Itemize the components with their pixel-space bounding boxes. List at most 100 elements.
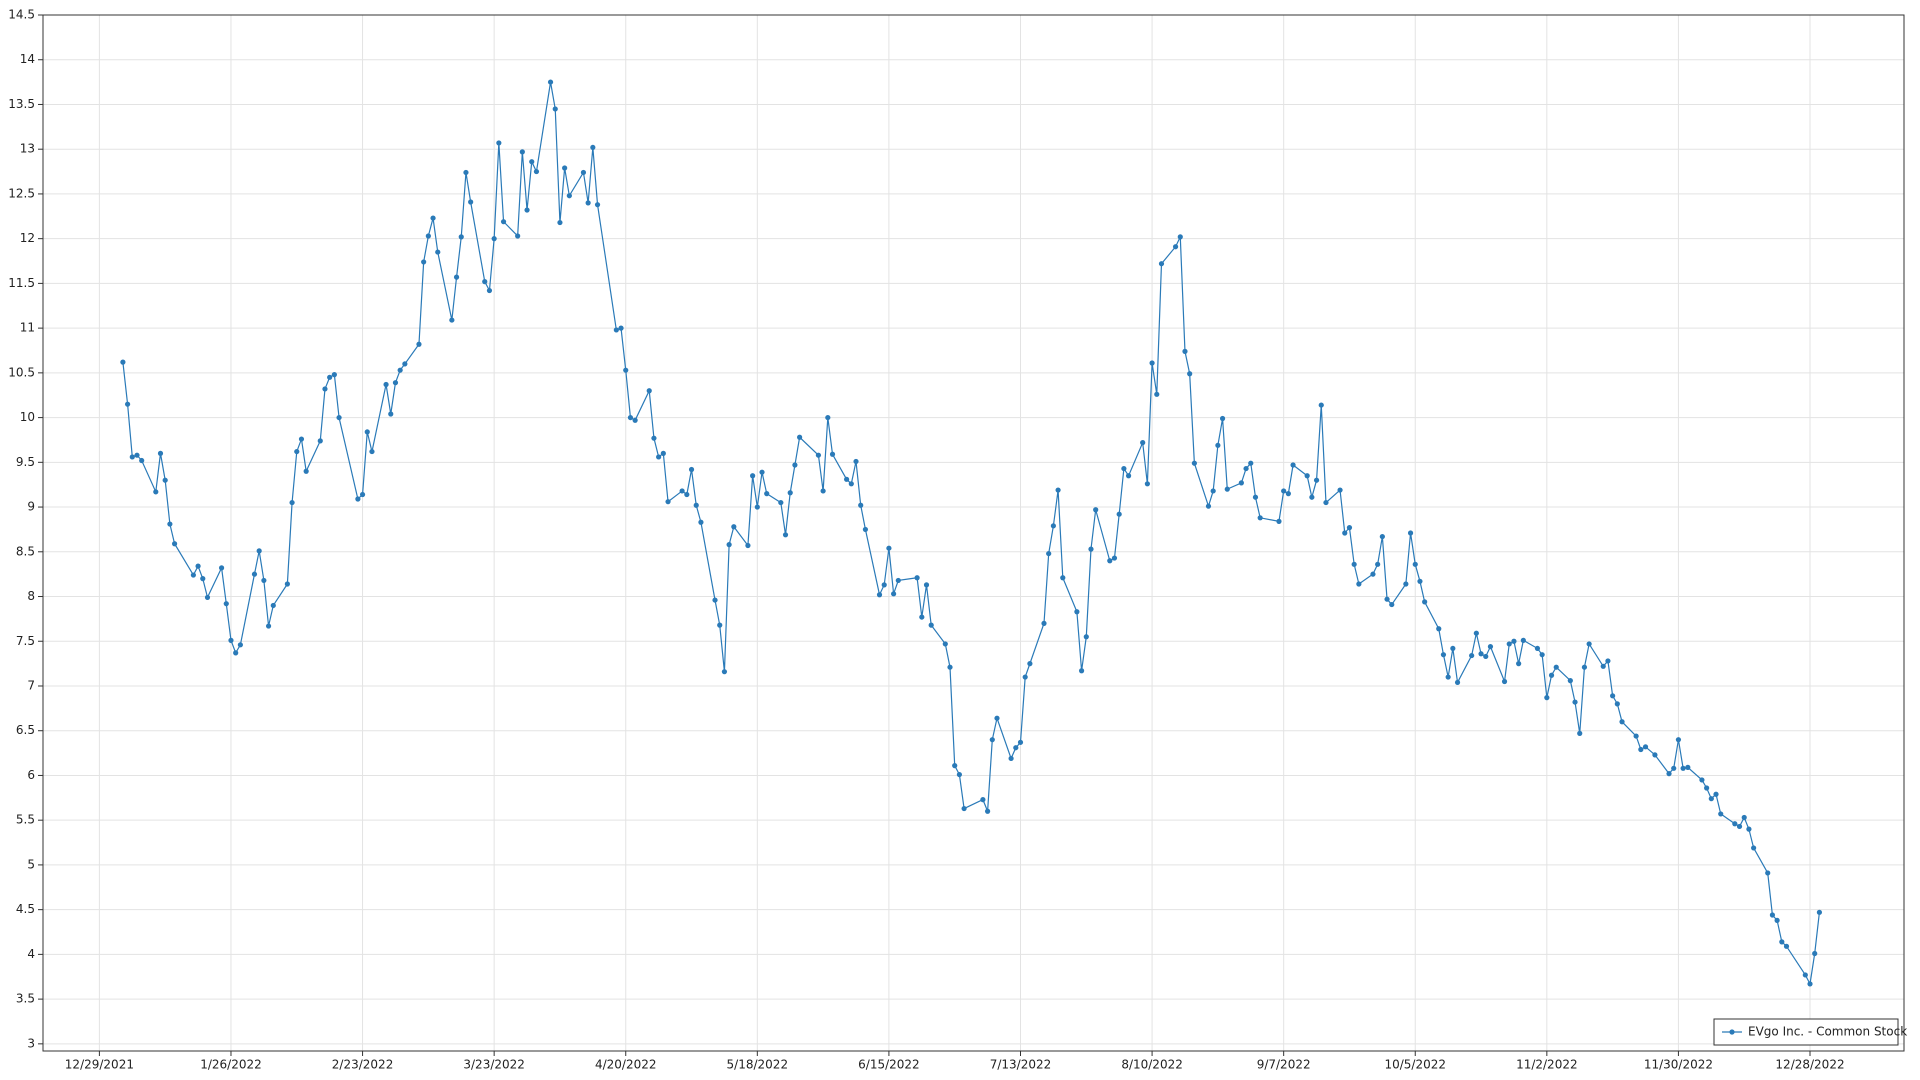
point	[858, 502, 864, 508]
point	[1704, 785, 1710, 791]
point	[731, 524, 737, 530]
point	[1487, 644, 1494, 650]
point	[1304, 473, 1310, 479]
point	[364, 429, 370, 435]
point	[759, 469, 765, 475]
point	[1652, 752, 1658, 758]
point	[1046, 550, 1052, 557]
point	[651, 435, 657, 441]
point	[1027, 661, 1033, 667]
point	[562, 165, 568, 171]
point	[1675, 737, 1682, 743]
point	[519, 149, 525, 155]
point	[1276, 518, 1282, 524]
point	[491, 236, 497, 242]
point	[627, 414, 634, 421]
point	[980, 797, 986, 803]
point	[1290, 462, 1296, 468]
point	[430, 215, 436, 221]
y-tick-label: 8.5	[16, 544, 35, 558]
point	[679, 488, 685, 494]
point	[1642, 744, 1649, 750]
legend-marker	[1729, 1029, 1735, 1035]
point	[425, 233, 431, 239]
y-tick-label: 13.5	[8, 97, 35, 111]
point	[1619, 719, 1625, 725]
point	[1699, 777, 1705, 783]
point	[171, 541, 178, 547]
point	[1605, 658, 1611, 664]
point	[336, 414, 342, 421]
point	[1633, 733, 1639, 739]
point	[1765, 870, 1771, 876]
point	[754, 504, 760, 510]
point	[1384, 596, 1390, 602]
point	[613, 327, 619, 333]
point	[270, 602, 276, 609]
point	[547, 79, 554, 85]
point	[327, 374, 333, 380]
point	[515, 233, 521, 239]
x-tick-label: 12/29/2021	[65, 1058, 134, 1072]
point	[204, 594, 211, 601]
point	[1802, 972, 1808, 978]
point	[1708, 796, 1714, 802]
point	[482, 279, 488, 285]
point	[468, 199, 474, 205]
point	[1107, 558, 1113, 564]
point	[956, 771, 963, 778]
point	[1516, 661, 1522, 667]
point	[1483, 653, 1489, 660]
y-tick-label: 11	[20, 321, 35, 335]
point	[1116, 511, 1122, 517]
point	[1638, 746, 1644, 753]
point	[359, 491, 366, 498]
point	[1501, 678, 1508, 685]
point	[1403, 581, 1409, 587]
point	[1534, 645, 1541, 652]
point	[721, 669, 728, 675]
point	[1309, 494, 1315, 500]
y-tick-label: 8	[27, 589, 35, 603]
point	[1243, 465, 1249, 472]
point	[750, 473, 756, 479]
point	[942, 641, 948, 647]
point	[726, 542, 732, 548]
point	[1581, 664, 1588, 670]
point	[1342, 530, 1348, 536]
point	[1666, 771, 1672, 777]
point	[994, 715, 1000, 721]
y-tick-label: 11.5	[8, 276, 35, 290]
point	[1506, 641, 1512, 647]
point	[500, 219, 507, 225]
point	[961, 805, 967, 812]
point	[416, 341, 422, 347]
point	[1182, 348, 1188, 354]
point	[1323, 499, 1329, 506]
y-tick-label: 13	[20, 142, 35, 156]
point	[317, 438, 323, 444]
x-tick-label: 6/15/2022	[858, 1058, 920, 1072]
point	[1779, 939, 1785, 945]
point	[1379, 533, 1385, 540]
point	[228, 637, 234, 643]
point	[1548, 672, 1555, 678]
point	[1356, 581, 1362, 587]
point	[1610, 693, 1616, 699]
point	[923, 582, 930, 588]
point	[1257, 515, 1263, 521]
point	[1078, 668, 1085, 674]
point	[1572, 699, 1578, 705]
point	[585, 200, 591, 206]
point	[1055, 487, 1061, 493]
point	[825, 414, 831, 421]
point	[223, 601, 229, 607]
point	[218, 565, 225, 571]
plot-border	[42, 14, 1905, 1052]
y-tick-label: 10	[20, 410, 35, 424]
point	[891, 591, 897, 597]
point	[1600, 663, 1606, 669]
point	[1774, 917, 1780, 923]
point	[1281, 488, 1287, 494]
point	[984, 808, 991, 814]
